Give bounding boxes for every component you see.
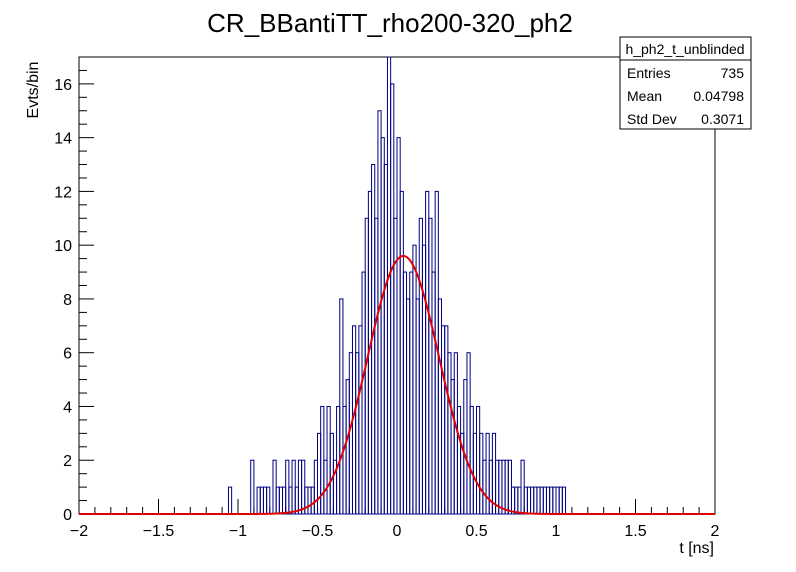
- chart-title: CR_BBantiTT_rho200-320_ph2: [207, 8, 573, 38]
- histogram-bin: [227, 486, 233, 515]
- x-axis: −2 −1.5 −1 −0.5 0 0.5 1 1.5 2: [70, 499, 720, 540]
- x-tick-label: 0: [393, 523, 402, 540]
- stats-stddev-value: 0.3071: [701, 111, 744, 127]
- x-tick-label: −1.5: [143, 523, 175, 540]
- y-tick-label: 4: [63, 399, 72, 416]
- stats-box-name: h_ph2_t_unblinded: [625, 41, 744, 57]
- stats-box: h_ph2_t_unblinded Entries 735 Mean 0.047…: [619, 36, 752, 130]
- x-tick-label: 0.5: [465, 523, 487, 540]
- y-tick-label: 0: [63, 507, 72, 524]
- gaussian-fit-series: [79, 254, 715, 515]
- x-tick-label: −0.5: [302, 523, 334, 540]
- stats-stddev-label: Std Dev: [627, 111, 677, 127]
- histogram-bin: [250, 459, 255, 515]
- y-tick-label: 12: [54, 184, 72, 201]
- stats-mean-label: Mean: [627, 88, 662, 104]
- y-tick-label: 14: [54, 131, 72, 148]
- y-tick-label: 16: [54, 77, 72, 94]
- gaussian-fit-line: [79, 254, 715, 515]
- x-tick-label: 1.5: [624, 523, 646, 540]
- histogram-series: [227, 56, 567, 515]
- y-tick-label: 10: [54, 238, 72, 255]
- histogram-bin: [561, 486, 567, 515]
- y-tick-label: 8: [63, 292, 72, 309]
- stats-box-frame: [619, 36, 752, 130]
- y-tick-label: 2: [63, 453, 72, 470]
- stats-entries-value: 735: [721, 65, 745, 81]
- x-tick-label: 1: [552, 523, 561, 540]
- y-tick-label: 6: [63, 346, 72, 363]
- y-axis: 0 2 4 6 8 10 12 14 16: [54, 56, 94, 524]
- x-tick-label: −2: [70, 523, 88, 540]
- x-axis-label: t [ns]: [679, 540, 714, 557]
- stats-entries-label: Entries: [627, 65, 671, 81]
- x-tick-label: −1: [229, 523, 247, 540]
- histogram-bin: [266, 486, 271, 515]
- x-tick-label: 2: [711, 523, 720, 540]
- stats-mean-value: 0.04798: [693, 88, 744, 104]
- y-axis-label: Evts/bin: [25, 62, 42, 119]
